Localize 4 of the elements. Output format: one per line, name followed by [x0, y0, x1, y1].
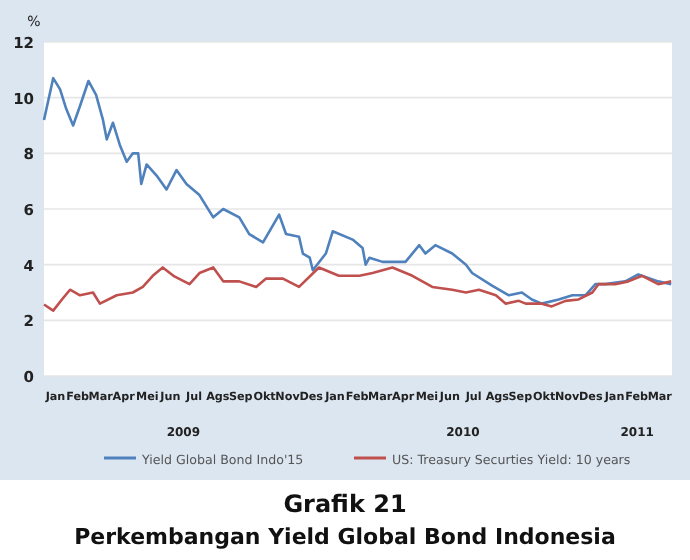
line-series — [42, 266, 673, 312]
line-series — [42, 76, 673, 305]
text: Grafik 21 — [283, 490, 407, 518]
text: Perkembangan Yield Global Bond Indonesia — [74, 524, 616, 550]
